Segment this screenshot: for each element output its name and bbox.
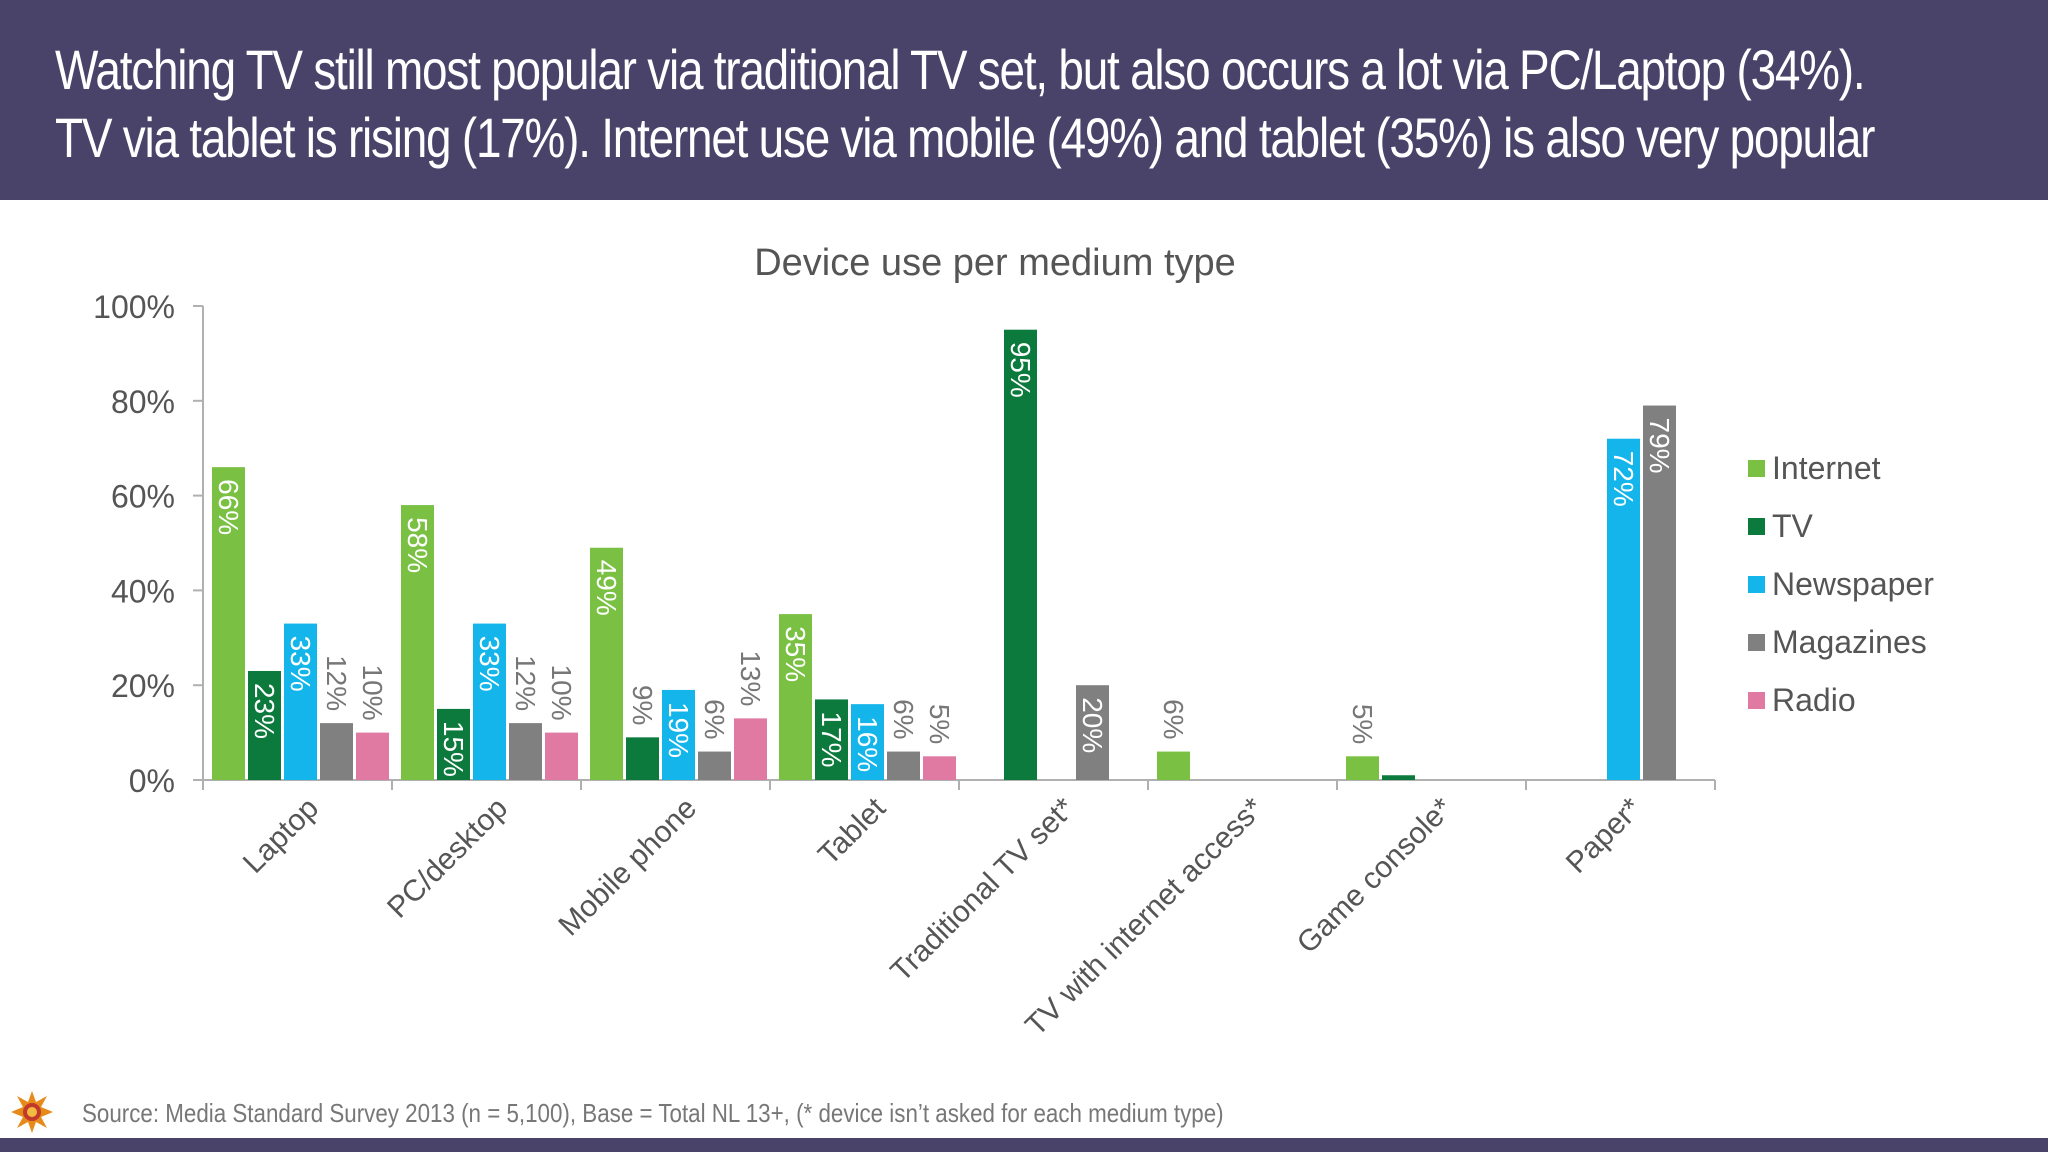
y-tick-label: 60% xyxy=(111,479,175,515)
headline-line-2: TV via tablet is rising (17%). Internet … xyxy=(55,106,1875,169)
data-label: 95% xyxy=(1005,342,1036,398)
headline-line-1: Watching TV still most popular via tradi… xyxy=(55,38,1866,101)
data-label: 17% xyxy=(816,711,847,767)
legend-swatch-tv xyxy=(1748,518,1765,535)
data-label: 66% xyxy=(213,479,244,535)
legend-label-magazines: Magazines xyxy=(1772,624,1927,660)
legend-label-newspaper: Newspaper xyxy=(1772,566,1934,602)
bar-newspaper-3 xyxy=(851,704,884,780)
data-label: 33% xyxy=(285,636,316,692)
y-tick-label: 0% xyxy=(129,763,175,799)
data-label: 33% xyxy=(474,636,505,692)
category-label: Laptop xyxy=(237,792,325,880)
y-tick-label: 80% xyxy=(111,384,175,420)
bar-newspaper-2 xyxy=(662,689,695,780)
data-label: 13% xyxy=(735,650,766,706)
bar-tv-0 xyxy=(248,670,281,780)
data-label: 49% xyxy=(591,560,622,616)
legend-swatch-newspaper xyxy=(1748,576,1765,593)
data-label: 58% xyxy=(402,517,433,573)
bar-newspaper-7 xyxy=(1607,438,1640,780)
data-label: 6% xyxy=(888,699,919,739)
data-label: 9% xyxy=(627,685,658,725)
data-label: 16% xyxy=(852,716,883,772)
bar-magazines-7 xyxy=(1643,405,1676,780)
data-label: 12% xyxy=(510,655,541,711)
bar-internet-5 xyxy=(1157,751,1190,780)
bar-magazines-2 xyxy=(698,751,731,780)
bar-tv-4 xyxy=(1004,329,1037,780)
bar-radio-0 xyxy=(356,732,389,780)
data-label: 79% xyxy=(1644,418,1675,474)
bar-newspaper-0 xyxy=(284,623,317,780)
data-label: 5% xyxy=(1347,704,1378,744)
data-label: 6% xyxy=(1158,699,1189,739)
data-label: 6% xyxy=(699,699,730,739)
header-banner: Watching TV still most popular via tradi… xyxy=(0,0,2048,200)
data-label: 23% xyxy=(249,683,280,739)
data-label: 35% xyxy=(780,626,811,682)
category-label: Paper* xyxy=(1560,791,1648,879)
category-label: Traditional TV set* xyxy=(884,791,1081,988)
bar-tv-1 xyxy=(437,708,470,780)
data-label: 20% xyxy=(1077,697,1108,753)
bar-magazines-1 xyxy=(509,723,542,780)
headline: Watching TV still most popular via tradi… xyxy=(55,36,1875,172)
legend-swatch-internet xyxy=(1748,460,1765,477)
data-label: 19% xyxy=(663,702,694,758)
bar-magazines-3 xyxy=(887,751,920,780)
bar-radio-2 xyxy=(734,718,767,780)
bar-internet-2 xyxy=(590,547,623,780)
footer-bar xyxy=(0,1138,2048,1152)
bar-radio-1 xyxy=(545,732,578,780)
bar-radio-3 xyxy=(923,756,956,780)
bar-tv-2 xyxy=(626,737,659,780)
bar-magazines-4 xyxy=(1076,685,1109,780)
bar-internet-3 xyxy=(779,614,812,780)
legend-label-tv: TV xyxy=(1772,508,1814,544)
legend-label-internet: Internet xyxy=(1772,450,1881,486)
data-label: 10% xyxy=(357,665,388,721)
chart-title: Device use per medium type xyxy=(754,242,1236,284)
bar-newspaper-1 xyxy=(473,623,506,780)
bar-tv-3 xyxy=(815,699,848,780)
legend-swatch-radio xyxy=(1748,692,1765,709)
category-label: Game console* xyxy=(1291,791,1460,960)
bar-tv-6 xyxy=(1382,775,1415,780)
data-label: 5% xyxy=(924,704,955,744)
bar-internet-1 xyxy=(401,505,434,780)
bar-internet-6 xyxy=(1346,756,1379,780)
category-label: PC/desktop xyxy=(381,792,514,925)
data-label: 10% xyxy=(546,665,577,721)
source-note: Source: Media Standard Survey 2013 (n = … xyxy=(82,1098,1224,1128)
data-label: 72% xyxy=(1608,451,1639,507)
sun-logo-icon xyxy=(10,1090,54,1139)
data-label: 15% xyxy=(438,721,469,777)
category-label: Mobile phone xyxy=(552,792,703,943)
bar-magazines-0 xyxy=(320,723,353,780)
bar-internet-0 xyxy=(212,467,245,780)
y-tick-label: 20% xyxy=(111,668,175,704)
legend-label-radio: Radio xyxy=(1772,682,1856,718)
bar-chart: Device use per medium type 0% 20% 40% 60% 80%… xyxy=(93,242,1934,1042)
data-label: 12% xyxy=(321,655,352,711)
y-tick-label: 40% xyxy=(111,573,175,609)
legend-swatch-magazines xyxy=(1748,634,1765,651)
category-label: Tablet xyxy=(812,791,892,871)
y-tick-label: 100% xyxy=(93,289,175,325)
